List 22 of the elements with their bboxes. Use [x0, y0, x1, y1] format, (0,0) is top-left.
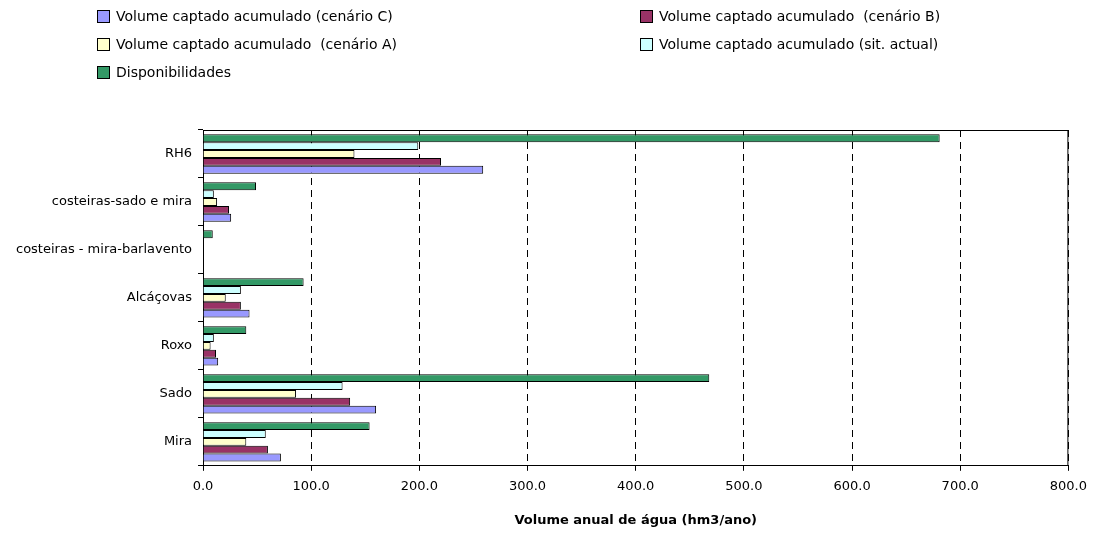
- x-tick-label: 100.0: [292, 477, 330, 493]
- y-tick-label: costeiras-sado e mira: [51, 193, 193, 209]
- y-tick-label: Roxo: [160, 337, 193, 353]
- y-tick-label: Alcáçovas: [126, 289, 193, 305]
- x-tick-label: 800.0: [1049, 477, 1087, 493]
- y-tick-label: RH6: [164, 145, 193, 161]
- x-axis-title: Volume anual de água (hm3/ano): [514, 511, 758, 527]
- x-tick-label: 400.0: [617, 477, 655, 493]
- legend-label: Volume captado acumulado (cenário B): [659, 8, 941, 24]
- x-tick-label: 200.0: [400, 477, 438, 493]
- legend-label: Volume captado acumulado (sit. actual): [659, 36, 939, 52]
- x-tick-label: 600.0: [833, 477, 871, 493]
- y-tick-label: costeiras - mira-barlavento: [15, 241, 193, 257]
- y-tick-label: Mira: [163, 433, 193, 449]
- legend-label: Volume captado acumulado (cenário A): [116, 36, 398, 52]
- x-tick-label: 0.0: [192, 477, 214, 493]
- legend-label: Volume captado acumulado (cenário C): [116, 8, 393, 24]
- x-tick-label: 500.0: [725, 477, 763, 493]
- y-tick-label: Sado: [159, 385, 193, 401]
- x-tick-label: 700.0: [941, 477, 979, 493]
- x-tick-label: 300.0: [508, 477, 547, 493]
- legend-label: Disponibilidades: [116, 64, 231, 80]
